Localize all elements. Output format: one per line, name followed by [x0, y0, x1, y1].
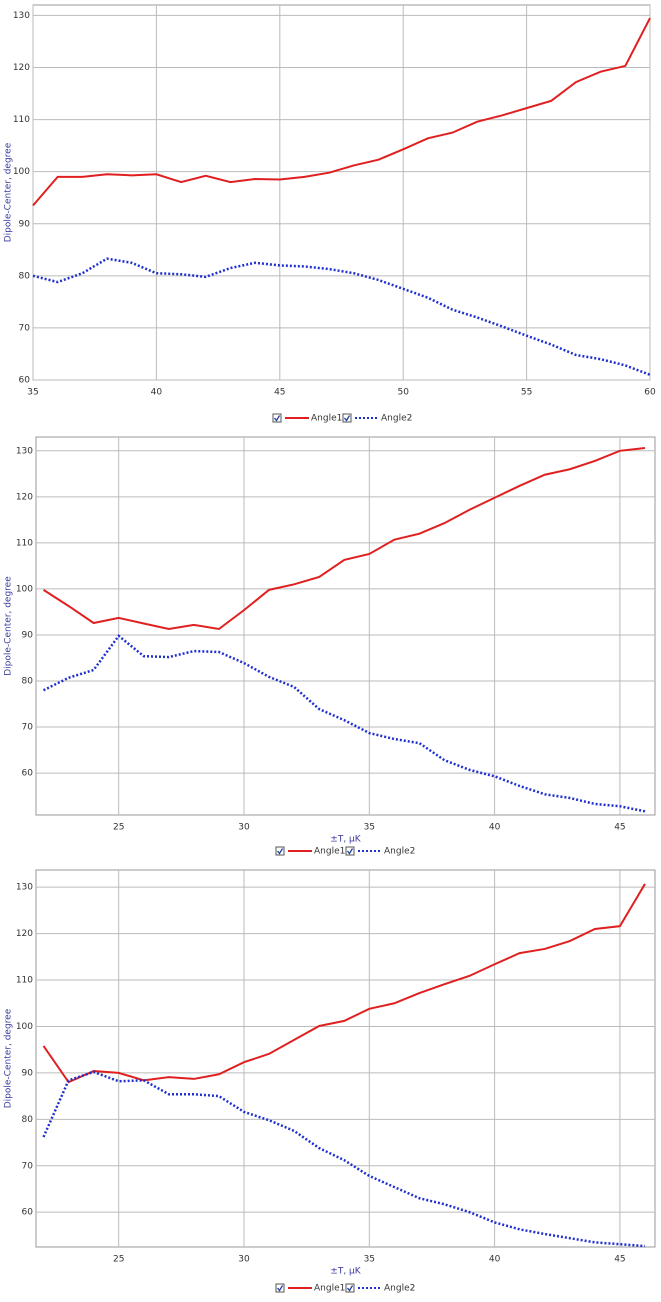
legend-checkbox — [345, 1283, 355, 1293]
y-tick-label: 110 — [16, 538, 33, 548]
legend-item: Angle2 — [345, 846, 415, 857]
y-tick-label: 100 — [13, 167, 30, 177]
x-tick-label: 45 — [274, 388, 285, 398]
series-line — [32, 257, 651, 376]
legend-check — [276, 848, 284, 855]
legend-check — [346, 1285, 354, 1292]
y-tick-label: 100 — [16, 584, 33, 594]
plot-area — [35, 869, 656, 1248]
legend-check — [346, 848, 354, 855]
x-tick-label: 40 — [489, 823, 501, 833]
legend-checkbox — [345, 846, 355, 856]
y-tick-label: 130 — [16, 883, 33, 893]
y-tick-label: 60 — [19, 376, 31, 386]
y-tick-label: 80 — [19, 271, 31, 281]
plot-area — [32, 4, 651, 381]
y-axis-label: Dipole-Center, degree — [4, 576, 14, 676]
y-tick-label: 100 — [16, 1022, 33, 1032]
x-tick-label: 50 — [397, 388, 409, 398]
x-tick-label: 45 — [614, 823, 625, 833]
y-tick-label: 70 — [19, 323, 31, 333]
legend-label: Angle1 — [311, 414, 342, 424]
x-axis-label: ±T, μK — [330, 1267, 361, 1277]
x-tick-label: 35 — [364, 1255, 375, 1265]
y-tick-label: 120 — [16, 929, 33, 939]
x-axis-label: ±T, μK — [330, 835, 361, 845]
legend-checkbox — [275, 846, 285, 856]
legend-check — [276, 1285, 284, 1292]
legend-label: Angle1 — [314, 847, 345, 857]
y-tick-label: 120 — [16, 492, 33, 502]
legend-label: Angle2 — [384, 1284, 415, 1294]
x-tick-label: 40 — [489, 1255, 501, 1265]
y-tick-label: 130 — [16, 446, 33, 456]
x-tick-label: 25 — [113, 1255, 124, 1265]
y-axis-label: Dipole-Center, degree — [4, 142, 14, 242]
y-tick-label: 90 — [22, 1068, 34, 1078]
x-tick-label: 45 — [614, 1255, 625, 1265]
y-axis-label: Dipole-Center, degree — [4, 1008, 14, 1108]
x-tick-label: 30 — [238, 823, 250, 833]
x-tick-label: 35 — [364, 823, 375, 833]
series-line — [32, 17, 651, 207]
legend-label: Angle1 — [314, 1284, 345, 1294]
x-tick-label: 40 — [151, 388, 163, 398]
y-tick-label: 90 — [19, 219, 31, 229]
x-tick-label: 55 — [521, 388, 532, 398]
legend-item: Angle2 — [342, 413, 412, 424]
y-tick-label: 80 — [22, 677, 34, 687]
y-tick-label: 120 — [13, 63, 30, 73]
legend-checkbox — [342, 413, 352, 423]
y-tick-label: 70 — [22, 1161, 34, 1171]
series-line — [42, 447, 646, 631]
legend-item: Angle1 — [272, 413, 342, 424]
series-line — [42, 634, 646, 813]
legend-check — [273, 415, 281, 422]
legend-checkbox — [272, 413, 282, 423]
legend-label: Angle2 — [384, 847, 415, 857]
legend-item: Angle2 — [345, 1283, 415, 1294]
y-tick-label: 70 — [22, 723, 34, 733]
y-tick-label: 110 — [16, 976, 33, 986]
legend-check — [343, 415, 351, 422]
y-tick-label: 60 — [22, 769, 34, 779]
legend-item: Angle1 — [275, 846, 345, 857]
legend-label: Angle2 — [381, 414, 412, 424]
y-tick-label: 60 — [22, 1208, 34, 1218]
x-tick-label: 25 — [113, 823, 124, 833]
x-tick-label: 60 — [644, 388, 656, 398]
y-tick-label: 80 — [22, 1115, 34, 1125]
x-tick-label: 35 — [27, 388, 38, 398]
legend-item: Angle1 — [275, 1283, 345, 1294]
y-tick-label: 110 — [13, 115, 30, 125]
y-tick-label: 130 — [13, 11, 30, 21]
legend-checkbox — [275, 1283, 285, 1293]
x-tick-label: 30 — [238, 1255, 250, 1265]
plot-area — [35, 436, 656, 816]
y-tick-label: 90 — [22, 630, 34, 640]
series-line — [42, 1070, 646, 1248]
